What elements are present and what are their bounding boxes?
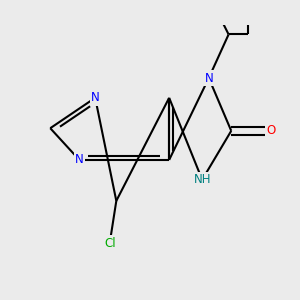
Text: NH: NH <box>194 173 211 186</box>
Text: N: N <box>91 91 100 104</box>
Text: Cl: Cl <box>104 237 116 250</box>
Text: O: O <box>266 124 275 137</box>
Text: N: N <box>75 153 84 167</box>
Text: N: N <box>204 71 213 85</box>
